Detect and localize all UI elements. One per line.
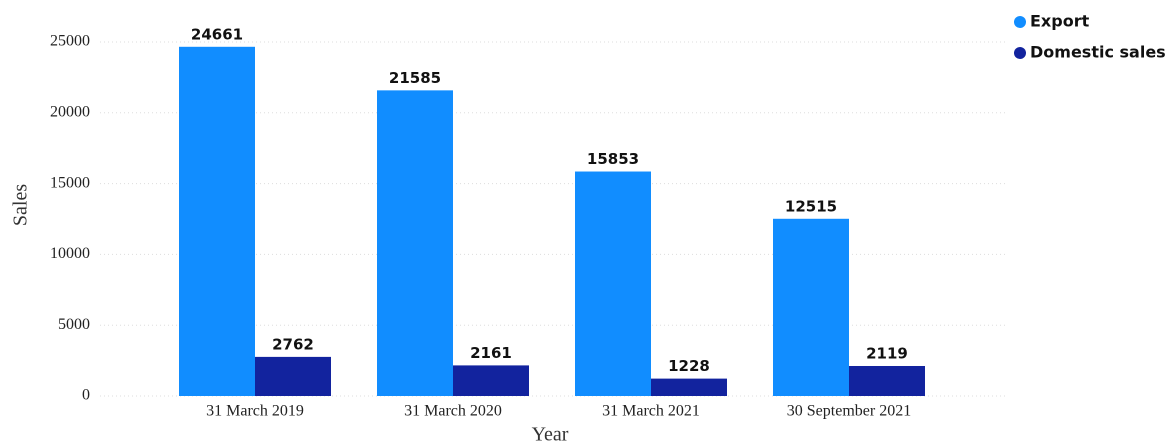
bar xyxy=(849,365,925,396)
value-label: 2161 xyxy=(470,344,512,362)
bar xyxy=(651,378,727,396)
y-tick-label: 25000 xyxy=(50,33,90,50)
y-tick-label: 10000 xyxy=(50,245,90,262)
legend-marker xyxy=(1014,16,1026,28)
legend-label: Domestic sales xyxy=(1030,43,1166,62)
value-label: 24661 xyxy=(191,25,243,43)
x-tick-label: 31 March 2021 xyxy=(602,403,700,420)
legend-marker xyxy=(1014,47,1026,59)
bar xyxy=(773,218,849,396)
bar xyxy=(255,356,331,396)
bar xyxy=(377,90,453,397)
x-tick-label: 31 March 2020 xyxy=(404,403,502,420)
y-tick-label: 15000 xyxy=(50,174,90,191)
value-label: 12515 xyxy=(785,197,837,215)
bar xyxy=(575,171,651,396)
y-tick-label: 5000 xyxy=(58,316,90,333)
y-tick-label: 0 xyxy=(82,387,90,404)
value-label: 21585 xyxy=(389,69,441,87)
value-label: 2119 xyxy=(866,344,908,362)
x-tick-label: 31 March 2019 xyxy=(206,403,304,420)
value-label: 15853 xyxy=(587,150,639,168)
value-label: 2762 xyxy=(272,335,314,353)
bar xyxy=(179,46,255,397)
legend-label: Export xyxy=(1030,12,1090,31)
y-tick-label: 20000 xyxy=(50,103,90,120)
bar xyxy=(453,365,529,396)
x-tick-label: 30 September 2021 xyxy=(787,403,911,420)
y-axis-title: Sales xyxy=(10,184,32,226)
x-axis-title: Year xyxy=(532,424,569,446)
value-label: 1228 xyxy=(668,357,710,375)
